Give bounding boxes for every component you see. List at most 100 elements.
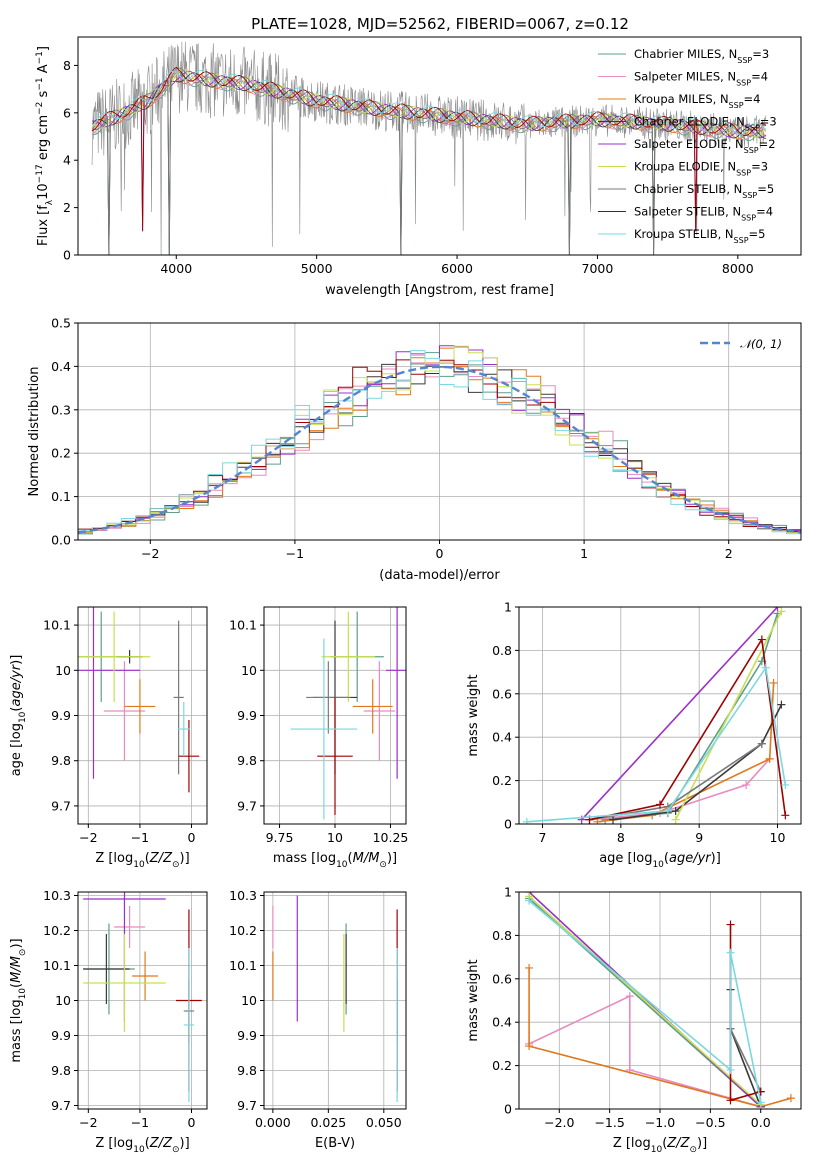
- y-tick-label: 0.3: [51, 402, 71, 417]
- x-tick-label: −1: [131, 1115, 149, 1130]
- legend-eq: =4: [756, 205, 773, 219]
- y-tick-label: 0.4: [492, 730, 512, 745]
- weight-point: [625, 992, 634, 1001]
- x-tick-label: −1: [286, 546, 304, 561]
- label-part: ⊙: [18, 949, 28, 957]
- y-tick-label: 9.8: [51, 1063, 71, 1078]
- weight-line: [674, 610, 783, 821]
- x-tick-label: 0.000: [255, 1115, 291, 1130]
- weight-point: [765, 754, 774, 763]
- y-tick-label: 0.2: [51, 446, 71, 461]
- label-part: M/M: [9, 956, 24, 983]
- legend-sub: SSP: [741, 213, 756, 222]
- label-part: age [log: [599, 851, 652, 866]
- weight-point: [525, 896, 534, 905]
- y-tick-label: 9.7: [237, 1098, 257, 1113]
- label-part: 10: [18, 711, 28, 723]
- y-tick-label: 0.4: [492, 1015, 512, 1030]
- weight-point: [769, 678, 778, 687]
- x-tick-label: 10.25: [373, 830, 409, 845]
- y-tick-label: 0: [504, 817, 512, 832]
- y-axis-label: Flux [fλ10−17 erg cm−2 s−1 A−1]: [35, 46, 55, 246]
- label-part: (: [9, 983, 24, 988]
- y-tick-label: 8: [63, 58, 71, 73]
- weight-point: [757, 739, 766, 748]
- label-part: 10: [336, 860, 348, 870]
- plot-area: [290, 607, 406, 820]
- weight-point: [671, 815, 680, 824]
- x-tick-label: 10: [770, 830, 786, 845]
- legend-sub: SSP: [742, 191, 757, 200]
- label-part: (: [145, 1136, 150, 1151]
- legend-text: Kroupa MILES, N: [634, 92, 729, 106]
- x-axis-label: age [log10(age/yr)]: [599, 851, 721, 870]
- y-axis-label: mass [log10(M/M⊙)]: [9, 938, 28, 1062]
- model-line: [91, 67, 767, 255]
- legend-label: Kroupa MILES, NSSP=4: [634, 92, 760, 110]
- label-part: 10: [18, 988, 28, 1000]
- legend-eq: =5: [757, 182, 774, 196]
- y-tick-label: 10: [241, 993, 257, 1008]
- legend-text: Salpeter STELIB, N: [634, 205, 741, 219]
- y-tick-label: 0.2: [492, 1058, 512, 1073]
- weight-line: [528, 968, 792, 1108]
- legend-label: Kroupa STELIB, NSSP=5: [634, 227, 765, 245]
- gaussian-curve: [78, 365, 801, 534]
- x-tick-label: 0: [188, 1115, 196, 1130]
- legend-eq: =5: [749, 227, 766, 241]
- y-tick-label: 9.8: [237, 753, 257, 768]
- legend-sub: SSP: [737, 56, 752, 65]
- x-tick-label: 10: [327, 830, 343, 845]
- x-tick-label: −1.0: [645, 1115, 675, 1130]
- label-part: (: [662, 1136, 667, 1151]
- y-tick-label: 0.4: [51, 359, 71, 374]
- y-tick-label: 2: [63, 200, 71, 215]
- weight-point: [756, 1098, 765, 1107]
- y-tick-label: 1: [504, 885, 512, 900]
- y-tick-label: 9.8: [51, 753, 71, 768]
- x-tick-label: −2: [79, 1115, 97, 1130]
- y-axis-label: Normed distribution: [27, 367, 42, 497]
- weight-point: [781, 811, 790, 820]
- legend-sub: SSP: [736, 168, 751, 177]
- figure-title: PLATE=1028, MJD=52562, FIBERID=0067, z=0…: [251, 15, 629, 33]
- y-axis-label: mass weight: [466, 674, 481, 756]
- weight-line: [729, 924, 761, 1102]
- x-tick-label: −2: [79, 830, 97, 845]
- y-tick-label: 9.9: [51, 1028, 71, 1043]
- label-part: ]: [36, 46, 51, 51]
- x-tick-label: 0.0: [751, 1115, 771, 1130]
- panel-mass-vs-ebv: 0.000 0.025 0.050 9.7 9.8 9.9 10 10.1 10.2 10.3: [229, 888, 407, 1130]
- y-tick-label: 9.7: [237, 798, 257, 813]
- weight-point: [777, 700, 786, 709]
- weight-point: [609, 815, 617, 824]
- y-tick-label: 9.7: [51, 1098, 71, 1113]
- x-tick-label: 0: [436, 546, 444, 561]
- label-part: (: [664, 851, 669, 866]
- weight-point: [781, 780, 790, 789]
- label-part: ⊙: [172, 860, 180, 870]
- legend-label: 𝒩(0, 1): [740, 337, 782, 351]
- weight-line: [528, 994, 761, 1108]
- panel-spectrum: 4000 5000 6000 7000 8000 0 2 4 6 8 Chabrier MILES,…: [35, 36, 802, 298]
- x-tick-label: 0.050: [366, 1115, 402, 1130]
- label-part: (: [145, 851, 150, 866]
- y-tick-label: 4: [63, 153, 71, 168]
- label-part: 10: [652, 860, 664, 870]
- legend-text: Chabrier STELIB, N: [634, 182, 742, 196]
- y-tick-label: 9.9: [237, 1028, 257, 1043]
- x-tick-label: 0.025: [310, 1115, 346, 1130]
- y-tick-label: 0.8: [492, 928, 512, 943]
- weight-point: [786, 1094, 795, 1103]
- x-tick-label: 2: [725, 546, 733, 561]
- x-tick-label: 4000: [160, 261, 192, 276]
- legend-eq: =2: [759, 137, 776, 151]
- weight-line: [528, 895, 762, 1106]
- legend-eq: =3: [752, 47, 769, 61]
- model-line: [91, 69, 767, 138]
- y-tick-label: 6: [63, 105, 71, 120]
